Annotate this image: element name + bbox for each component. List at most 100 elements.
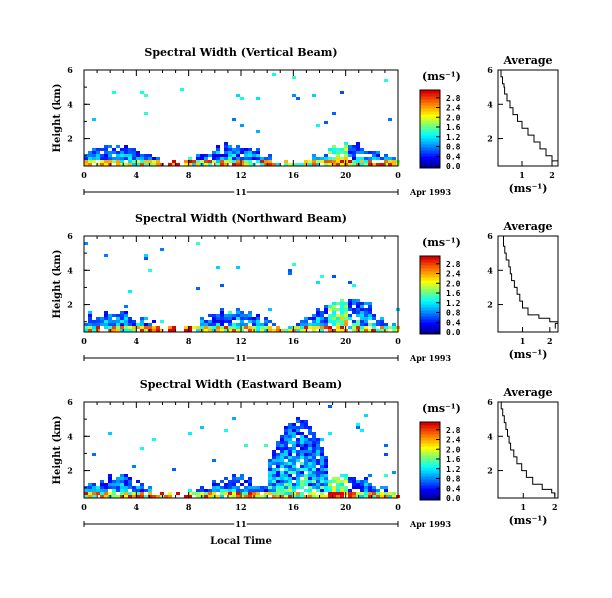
echo-cell (376, 154, 380, 157)
echo-cell (100, 163, 104, 166)
echo-cell (348, 160, 352, 163)
echo-cell (116, 163, 120, 166)
echo-cell (252, 489, 256, 492)
echo-cell (248, 151, 252, 154)
echo-cell (288, 468, 292, 471)
echo-cell (140, 447, 144, 450)
echo-cell (224, 160, 228, 163)
echo-cell (284, 163, 288, 166)
echo-cell (340, 305, 344, 308)
echo-cell (360, 160, 364, 163)
echo-cell (340, 483, 344, 486)
echo-cell (304, 450, 308, 453)
colorbar-segment (420, 476, 440, 480)
echo-cell (136, 480, 140, 483)
echo-cell (384, 453, 388, 456)
echo-cell (316, 486, 320, 489)
echo-cell (240, 317, 244, 320)
echo-cell (340, 163, 344, 166)
echo-cell (320, 492, 324, 495)
echo-cell (280, 441, 284, 444)
echo-cell (360, 311, 364, 314)
echo-cell (252, 317, 256, 320)
echo-cell (256, 495, 260, 498)
echo-cell (216, 266, 220, 269)
panel-2: Spectral Width (Northward Beam) 2 4 6 Height… (52, 212, 559, 365)
echo-cell (96, 320, 100, 323)
echo-cell (208, 160, 212, 163)
echo-cell (224, 477, 228, 480)
echo-cell (304, 489, 308, 492)
echo-cell (104, 157, 108, 160)
echo-cell (348, 154, 352, 157)
echo-cell (124, 314, 128, 317)
echo-cell (312, 432, 316, 435)
echo-cell (88, 323, 92, 326)
echo-cell (360, 495, 364, 498)
echo-cell (204, 329, 208, 332)
echo-cell (304, 480, 308, 483)
echo-cell (348, 145, 352, 148)
panel-3: Spectral Width (Eastward Beam) 2 4 6 Height … (52, 378, 559, 547)
echo-cell (304, 465, 308, 468)
y-tick-label: 2 (67, 300, 73, 310)
echo-cell (104, 486, 108, 489)
echo-cell (268, 462, 272, 465)
echo-cell (312, 435, 316, 438)
echo-cell (236, 323, 240, 326)
echo-cell (220, 163, 224, 166)
echo-cell (364, 477, 368, 480)
echo-cell (128, 317, 132, 320)
echo-cell (92, 489, 96, 492)
x-tick-label: 8 (186, 170, 192, 180)
echo-cell (200, 426, 204, 429)
echo-cell (220, 486, 224, 489)
colorbar-segment (420, 265, 440, 269)
echo-cell (264, 157, 268, 160)
x-tick-label: 20 (340, 170, 352, 180)
echo-cell (312, 492, 316, 495)
echo-cell (256, 151, 260, 154)
echo-cell (316, 489, 320, 492)
echo-cell (220, 329, 224, 332)
echo-cell (120, 148, 124, 151)
echo-cell (144, 160, 148, 163)
echo-cell (248, 486, 252, 489)
echo-cell (276, 456, 280, 459)
echo-cell (332, 486, 336, 489)
heatmap-cells (84, 73, 400, 166)
echo-cell (116, 326, 120, 329)
echo-cell (308, 495, 312, 498)
echo-cell (240, 329, 244, 332)
echo-cell (88, 160, 92, 163)
echo-cell (232, 118, 236, 121)
echo-cell (220, 326, 224, 329)
echo-cell (344, 323, 348, 326)
echo-cell (208, 492, 212, 495)
echo-cell (288, 453, 292, 456)
echo-cell (240, 477, 244, 480)
echo-cell (336, 317, 340, 320)
echo-cell (104, 323, 108, 326)
echo-cell (300, 326, 304, 329)
echo-cell (88, 163, 92, 166)
echo-cell (292, 94, 296, 97)
echo-cell (140, 160, 144, 163)
x-tick-label: 4 (134, 502, 140, 512)
echo-cell (316, 314, 320, 317)
echo-cell (280, 329, 284, 332)
echo-cell (348, 492, 352, 495)
echo-cell (360, 480, 364, 483)
echo-cell (264, 163, 268, 166)
echo-cell (276, 453, 280, 456)
echo-cell (296, 441, 300, 444)
echo-cell (288, 423, 292, 426)
echo-cell (320, 275, 324, 278)
echo-cell (280, 480, 284, 483)
echo-cell (220, 495, 224, 498)
echo-cell (124, 305, 128, 308)
echo-cell (196, 326, 200, 329)
colorbar-segment (420, 126, 440, 130)
echo-cell (132, 465, 136, 468)
echo-cell (320, 317, 324, 320)
